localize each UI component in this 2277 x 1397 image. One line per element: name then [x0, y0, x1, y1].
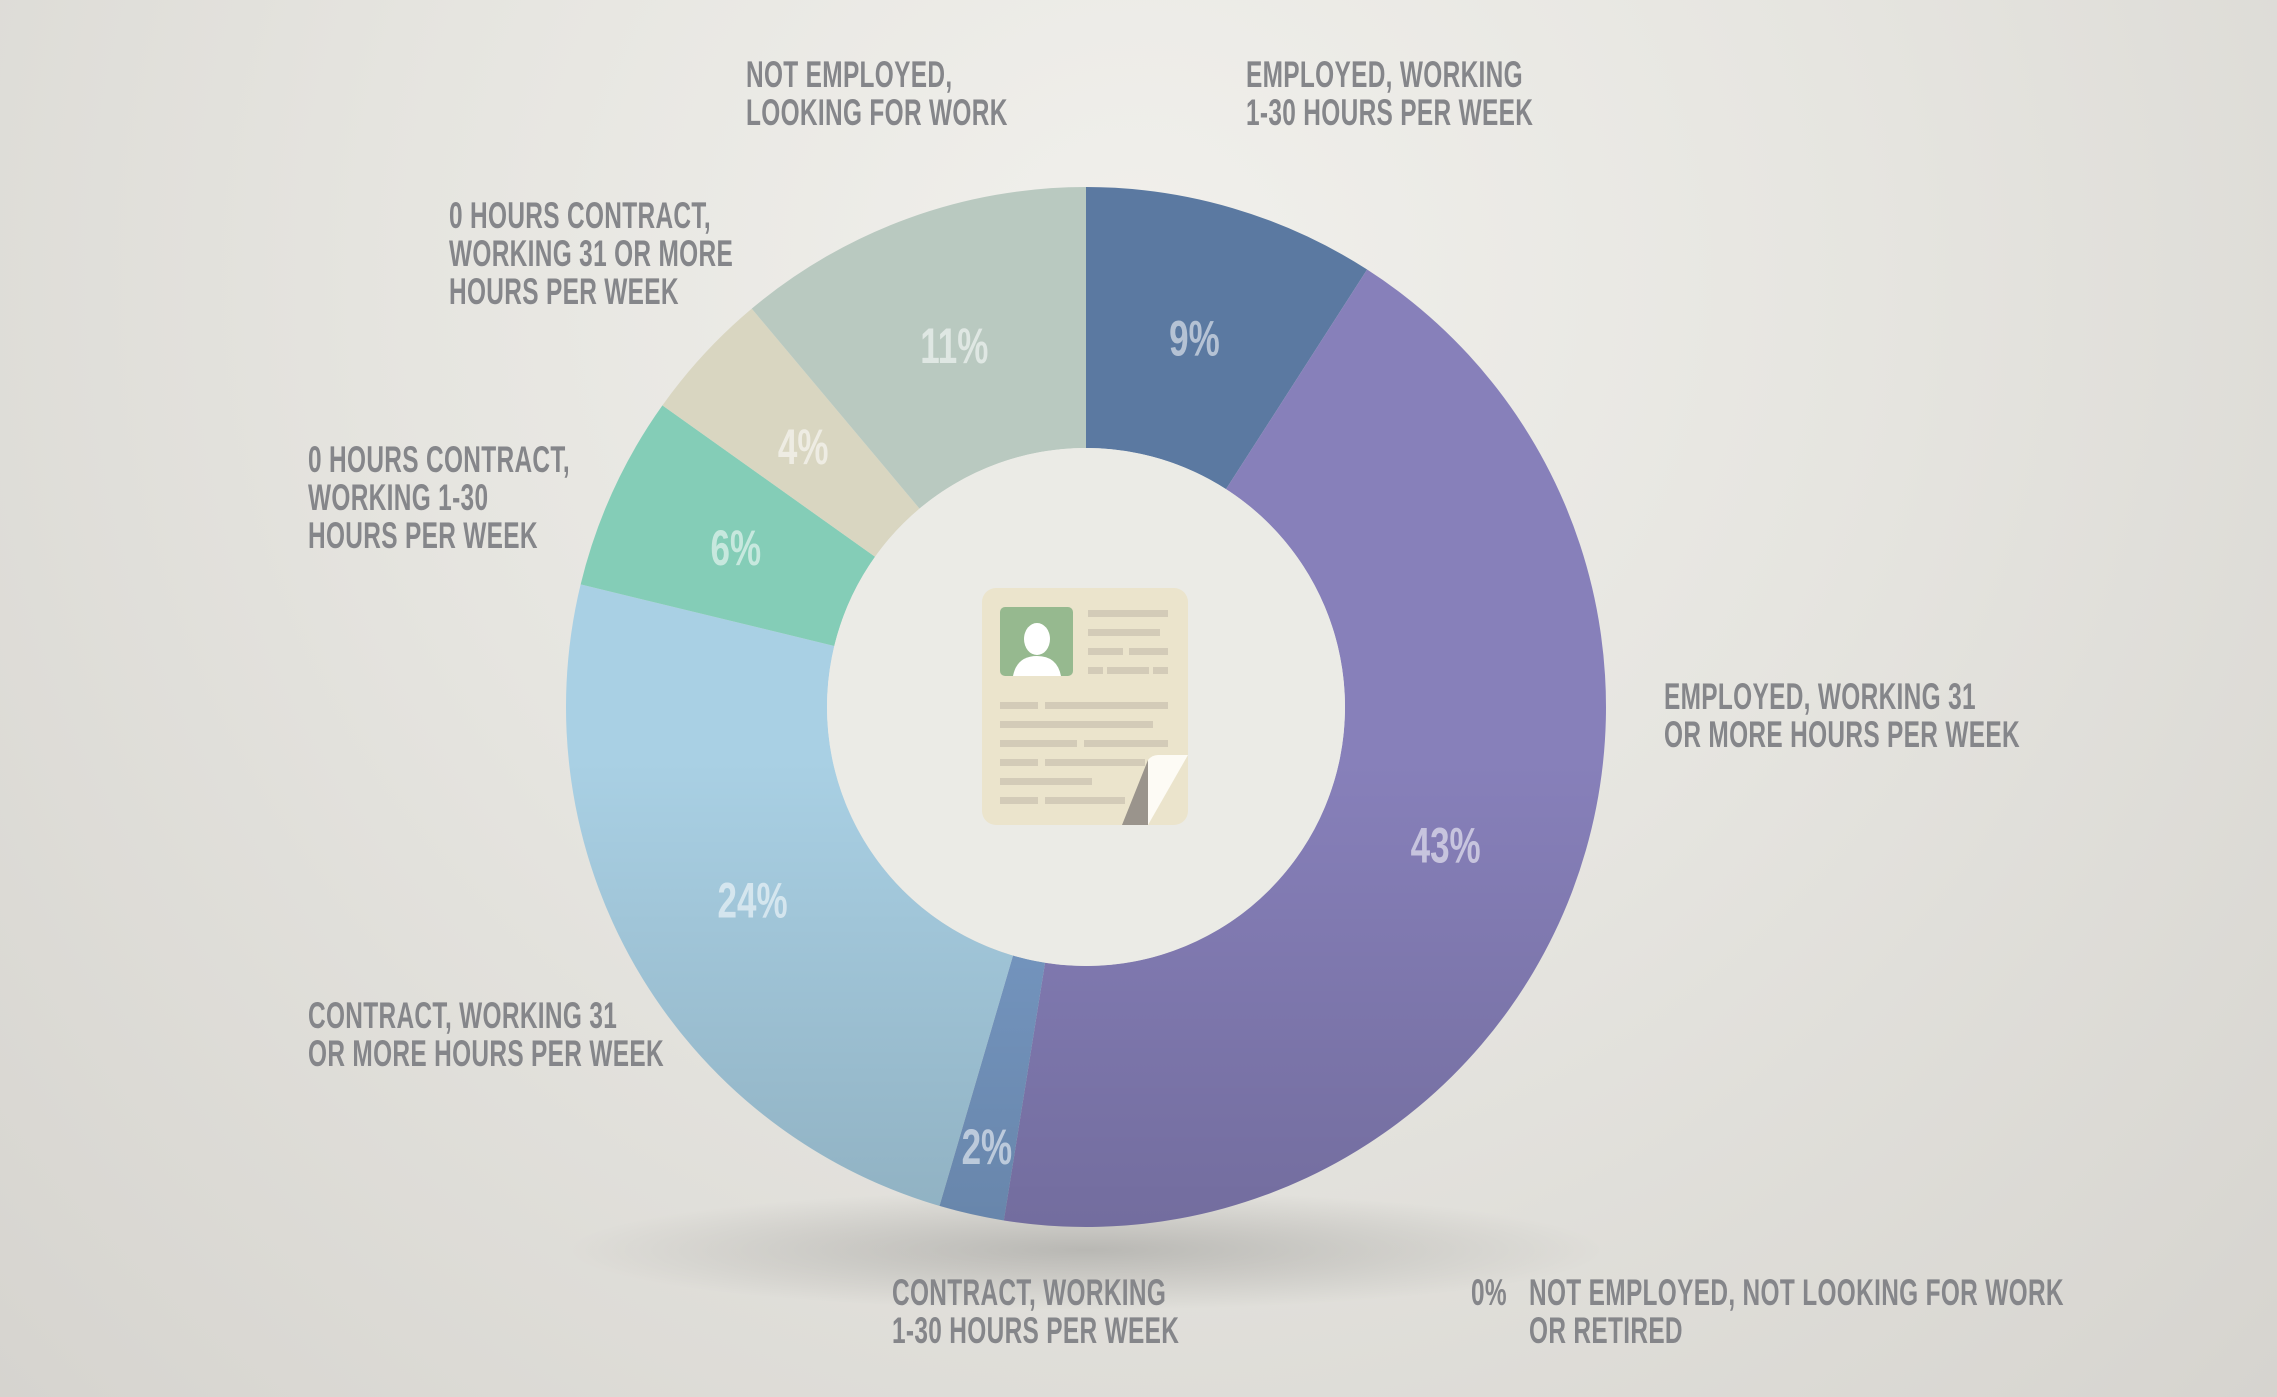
label-line: Contract, working 31 — [308, 995, 618, 1036]
label-line: looking for work — [746, 92, 1008, 133]
label-contract-31-plus: Contract, working 31 or more hours per w… — [308, 997, 664, 1073]
slice-percent-label: 4% — [778, 420, 829, 476]
label-line: working 1-30 — [308, 477, 489, 518]
slice-percent-label: 24% — [718, 873, 788, 929]
label-line: Employed, working 31 — [1664, 676, 1976, 717]
slice-percent-label: 9% — [1169, 312, 1220, 368]
label-not-employed-not-looking: Not employed, not looking for work or re… — [1529, 1274, 2064, 1350]
resume-document-icon — [982, 588, 1188, 825]
slice-percent-label: 43% — [1411, 818, 1481, 874]
slice-percent-label: 2% — [962, 1120, 1013, 1176]
label-line: or more hours per week — [1664, 714, 2020, 755]
label-line: hours per week — [449, 271, 679, 312]
label-line: 0% — [1471, 1272, 1507, 1313]
label-zero-percent-value: 0% — [1471, 1274, 1507, 1312]
label-not-employed-looking: Not employed, looking for work — [746, 56, 1008, 132]
label-line: working 31 or more — [449, 233, 734, 274]
slice-percent-label: 6% — [711, 521, 762, 577]
label-line: hours per week — [308, 515, 538, 556]
label-line: or retired — [1529, 1310, 1683, 1351]
slice-percent-label: 11% — [920, 319, 988, 375]
label-line: Employed, working — [1246, 54, 1523, 95]
label-line: 0 hours contract, — [449, 195, 712, 236]
label-line: Not employed, — [746, 54, 953, 95]
label-line: Not employed, not looking for work — [1529, 1272, 2064, 1313]
label-contract-1-30: Contract, working 1-30 hours per week — [892, 1274, 1179, 1350]
label-zero-hours-31-plus: 0 hours contract, working 31 or more hou… — [449, 197, 733, 311]
label-employed-31-plus: Employed, working 31 or more hours per w… — [1664, 678, 2020, 754]
label-line: or more hours per week — [308, 1033, 664, 1074]
label-employed-1-30: Employed, working 1-30 hours per week — [1246, 56, 1533, 132]
label-line: 1-30 hours per week — [892, 1310, 1180, 1351]
label-line: 1-30 hours per week — [1246, 92, 1534, 133]
label-line: 0 hours contract, — [308, 439, 571, 480]
label-line: Contract, working — [892, 1272, 1167, 1313]
label-zero-hours-1-30: 0 hours contract, working 1-30 hours per… — [308, 441, 570, 555]
